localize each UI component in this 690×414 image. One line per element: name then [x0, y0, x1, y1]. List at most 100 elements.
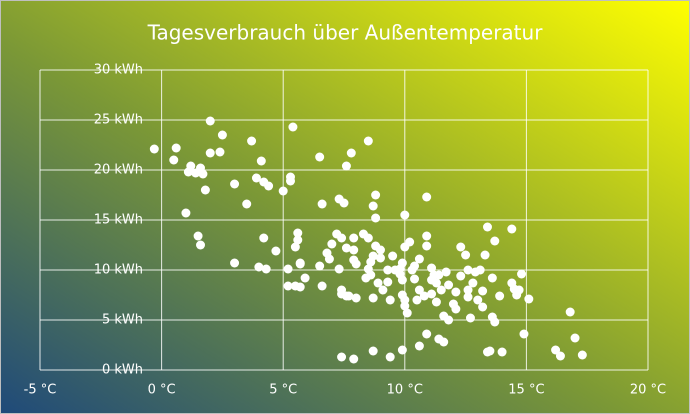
- data-point: [230, 179, 240, 189]
- data-point: [517, 269, 527, 279]
- data-point: [171, 143, 181, 153]
- data-point: [490, 236, 500, 246]
- data-point: [490, 317, 500, 327]
- data-point: [402, 308, 412, 318]
- data-point: [414, 341, 424, 351]
- data-point: [349, 233, 359, 243]
- data-point: [371, 213, 381, 223]
- data-point: [388, 251, 398, 261]
- y-tick-label: 15 kWh: [94, 213, 143, 228]
- data-point: [468, 278, 478, 288]
- data-point: [434, 270, 444, 280]
- data-point: [293, 228, 303, 238]
- data-point: [475, 265, 485, 275]
- data-point: [461, 250, 471, 260]
- data-point: [256, 156, 266, 166]
- data-point: [315, 152, 325, 162]
- data-point: [385, 295, 395, 305]
- data-point: [397, 258, 407, 268]
- data-point: [371, 241, 381, 251]
- data-point: [351, 293, 361, 303]
- data-point: [422, 192, 432, 202]
- data-point: [427, 289, 437, 299]
- data-point: [368, 293, 378, 303]
- y-tick-label: 30 kWh: [94, 63, 143, 78]
- data-point: [149, 144, 159, 154]
- data-point: [198, 169, 208, 179]
- data-point: [482, 222, 492, 232]
- data-point: [254, 262, 264, 272]
- data-point: [422, 329, 432, 339]
- data-point: [341, 243, 351, 253]
- data-point: [431, 278, 441, 288]
- data-point: [217, 130, 227, 140]
- data-point: [349, 354, 359, 364]
- chart-title: Tagesverbrauch über Außentemperatur: [147, 21, 544, 45]
- data-point: [463, 285, 473, 295]
- data-point: [366, 270, 376, 280]
- data-point: [519, 329, 529, 339]
- data-point: [259, 233, 269, 243]
- data-point: [422, 231, 432, 241]
- data-point: [480, 250, 490, 260]
- data-point: [371, 190, 381, 200]
- data-point: [285, 176, 295, 186]
- y-tick-label: 25 kWh: [94, 113, 143, 128]
- data-point: [327, 239, 337, 249]
- data-point: [288, 122, 298, 132]
- data-point: [261, 264, 271, 274]
- data-point: [351, 259, 361, 269]
- data-point: [264, 181, 274, 191]
- data-point: [395, 269, 405, 279]
- data-point: [378, 285, 388, 295]
- data-point: [414, 254, 424, 264]
- data-point: [242, 199, 252, 209]
- data-point: [368, 251, 378, 261]
- data-point: [251, 173, 261, 183]
- data-point: [570, 333, 580, 343]
- data-point: [317, 199, 327, 209]
- data-point: [427, 263, 437, 273]
- data-point: [400, 301, 410, 311]
- data-point: [278, 186, 288, 196]
- data-point: [555, 351, 565, 361]
- data-point: [293, 235, 303, 245]
- data-point: [215, 147, 225, 157]
- data-point: [324, 254, 334, 264]
- data-point: [383, 277, 393, 287]
- data-point: [290, 281, 300, 291]
- y-tick-label: 0 kWh: [102, 363, 143, 378]
- data-point: [373, 278, 383, 288]
- data-point: [346, 148, 356, 158]
- data-point: [405, 237, 415, 247]
- y-tick-label: 5 kWh: [102, 313, 143, 328]
- data-point: [507, 224, 517, 234]
- data-point: [383, 265, 393, 275]
- x-tick-label: -5 °C: [24, 383, 57, 398]
- data-point: [456, 242, 466, 252]
- data-point: [456, 271, 466, 281]
- data-point: [375, 253, 385, 263]
- data-point: [478, 302, 488, 312]
- x-tick-label: 20 °C: [630, 383, 666, 398]
- data-point: [397, 345, 407, 355]
- data-point: [473, 295, 483, 305]
- data-point: [410, 274, 420, 284]
- data-point: [181, 208, 191, 218]
- data-point: [247, 136, 257, 146]
- data-point: [441, 267, 451, 277]
- data-point: [400, 210, 410, 220]
- data-point: [439, 337, 449, 347]
- data-point: [341, 161, 351, 171]
- data-point: [444, 315, 454, 325]
- data-point: [300, 273, 310, 283]
- data-point: [385, 352, 395, 362]
- data-point: [463, 292, 473, 302]
- data-point: [577, 350, 587, 360]
- data-point: [339, 198, 349, 208]
- data-point: [465, 313, 475, 323]
- x-tick-label: 0 °C: [148, 383, 176, 398]
- data-point: [205, 116, 215, 126]
- data-point: [436, 285, 446, 295]
